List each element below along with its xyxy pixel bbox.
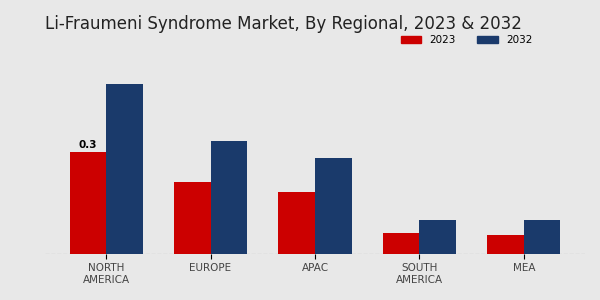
Bar	[211, 142, 247, 254]
Bar	[315, 158, 352, 254]
Bar	[106, 84, 143, 254]
Bar	[524, 220, 560, 254]
Bar	[70, 152, 106, 254]
Bar	[487, 235, 524, 254]
Text: Li-Fraumeni Syndrome Market, By Regional, 2023 & 2032: Li-Fraumeni Syndrome Market, By Regional…	[45, 15, 522, 33]
Bar	[174, 182, 211, 254]
Bar	[278, 193, 315, 254]
Text: 0.3: 0.3	[79, 140, 97, 150]
Legend: 2023, 2032: 2023, 2032	[397, 31, 536, 50]
Bar	[383, 233, 419, 254]
Bar	[419, 220, 456, 254]
